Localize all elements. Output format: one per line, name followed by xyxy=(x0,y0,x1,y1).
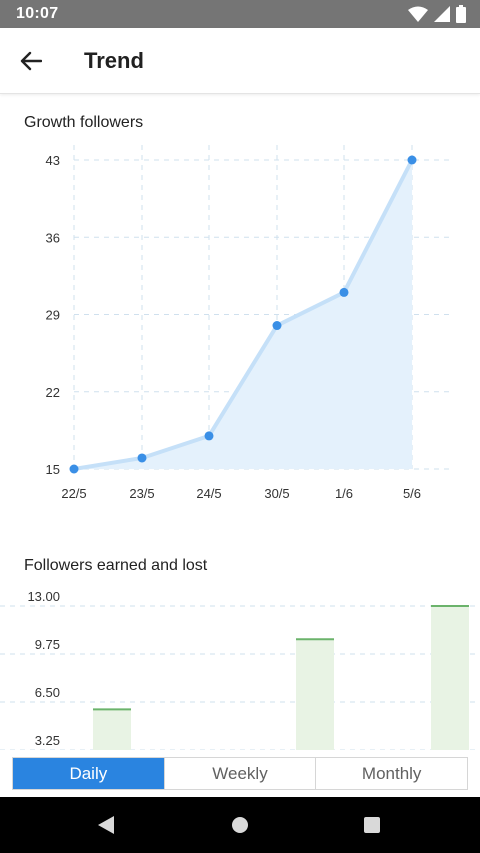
status-time: 10:07 xyxy=(16,5,59,22)
x-tick-label: 24/5 xyxy=(196,486,221,501)
followers-earned-lost-chart: 13.00 9.75 6.50 3.25 xyxy=(0,590,480,750)
growth-followers-title: Growth followers xyxy=(24,114,144,131)
status-bar: 10:07 xyxy=(0,0,480,28)
y-tick-label: 3.25 xyxy=(35,733,60,748)
battery-icon xyxy=(456,5,466,23)
tab-weekly[interactable]: Weekly xyxy=(165,758,317,789)
data-point xyxy=(69,464,79,474)
data-point xyxy=(339,287,349,297)
system-nav-bar xyxy=(0,797,480,853)
bar xyxy=(93,709,131,750)
followers-earned-lost-title: Followers earned and lost xyxy=(24,557,208,574)
wifi-icon xyxy=(408,6,428,22)
signal-icon xyxy=(434,6,450,22)
y-tick-label: 22 xyxy=(46,385,60,400)
x-tick-label: 23/5 xyxy=(129,486,154,501)
recents-square-icon xyxy=(364,817,380,833)
y-tick-label: 15 xyxy=(46,462,60,477)
y-tick-label: 6.50 xyxy=(35,685,60,700)
y-tick-label: 13.00 xyxy=(27,590,60,604)
x-tick-label: 5/6 xyxy=(403,486,421,501)
data-point xyxy=(407,155,417,165)
y-tick-label: 43 xyxy=(46,153,60,168)
bar xyxy=(431,606,469,750)
data-point xyxy=(272,321,282,331)
tab-monthly[interactable]: Monthly xyxy=(361,763,422,783)
x-tick-label: 30/5 xyxy=(264,486,289,501)
x-tick-label: 1/6 xyxy=(335,486,353,501)
period-tabs: Daily Weekly Monthly xyxy=(12,757,468,790)
series-line xyxy=(73,159,414,471)
area-fill xyxy=(74,160,412,469)
status-icons xyxy=(408,5,466,23)
data-point xyxy=(137,453,147,463)
y-tick-label: 29 xyxy=(46,308,60,323)
tab-daily[interactable]: Daily xyxy=(13,758,165,789)
bar xyxy=(296,639,334,750)
back-button[interactable] xyxy=(12,43,50,79)
x-tick-label: 22/5 xyxy=(61,486,86,501)
data-point xyxy=(204,431,214,441)
app-bar: Trend xyxy=(0,28,480,94)
y-tick-label: 9.75 xyxy=(35,637,60,652)
home-circle-icon xyxy=(232,817,248,833)
nav-recents-button[interactable] xyxy=(358,811,386,839)
y-tick-label: 36 xyxy=(46,230,60,245)
page-title: Trend xyxy=(84,48,144,73)
back-triangle-icon xyxy=(98,816,114,834)
arrow-left-icon xyxy=(20,51,42,71)
nav-back-button[interactable] xyxy=(92,811,120,839)
nav-home-button[interactable] xyxy=(226,811,254,839)
